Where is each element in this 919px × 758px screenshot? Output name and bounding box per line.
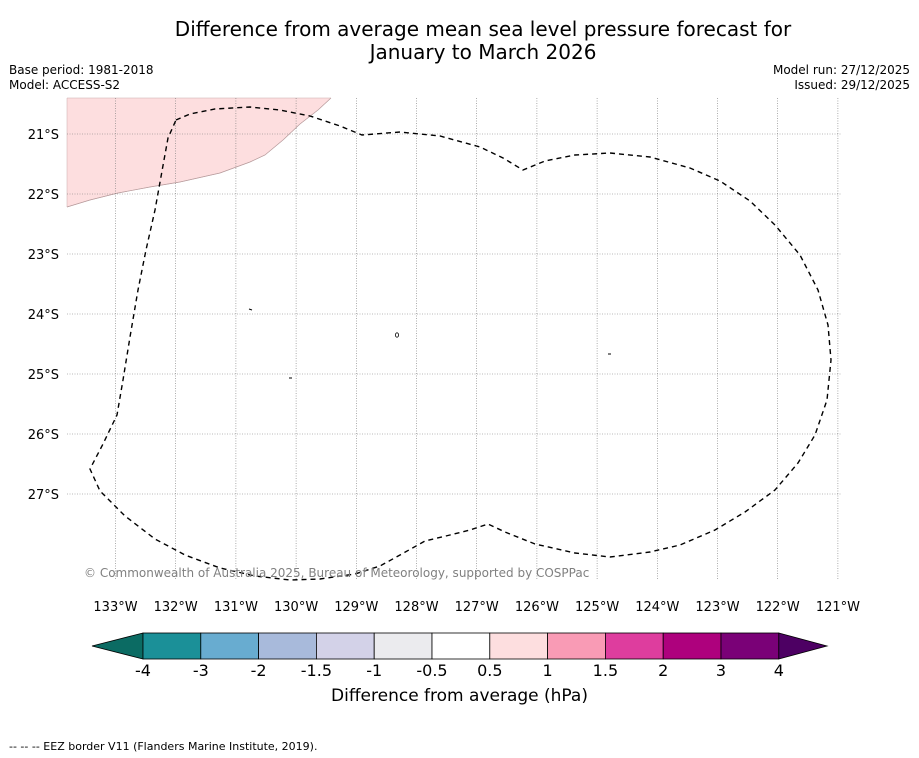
latitude-tick-label: 26°S xyxy=(28,428,59,443)
longitude-tick-label: 133°W xyxy=(93,600,137,615)
latitude-tick-label: 27°S xyxy=(28,488,59,503)
colorbar-segment xyxy=(720,632,780,660)
title-line-2: January to March 2026 xyxy=(369,40,597,64)
longitude-tick-label: 126°W xyxy=(515,600,559,615)
colorbar-segment xyxy=(489,632,548,660)
longitude-tick-label: 124°W xyxy=(635,600,679,615)
latitude-tick-label: 23°S xyxy=(28,248,59,263)
base-period: Base period: 1981-2018 xyxy=(9,63,154,77)
latitude-gridlines xyxy=(67,133,842,495)
meta-right: Model run: 27/12/2025 Issued: 29/12/2025 xyxy=(773,63,910,93)
model-name: Model: ACCESS-S2 xyxy=(9,78,121,92)
anomaly-region-0.5-to-1 xyxy=(66,97,332,208)
longitude-tick-label: 131°W xyxy=(214,600,258,615)
meta-left: Base period: 1981-2018 Model: ACCESS-S2 xyxy=(9,63,154,93)
colorbar-tick-label: -1.5 xyxy=(301,661,332,680)
latitude-labels: 21°S 22°S 23°S 24°S 25°S 26°S 27°S xyxy=(28,128,59,503)
colorbar-segment xyxy=(200,632,260,660)
colorbar-tick-label: 1 xyxy=(543,661,553,680)
longitude-tick-label: 129°W xyxy=(334,600,378,615)
colorbar xyxy=(91,632,829,660)
latitude-tick-label: 22°S xyxy=(28,188,59,203)
longitude-gridlines xyxy=(115,98,839,580)
colorbar-tick-label: 0.5 xyxy=(477,661,502,680)
anomaly-region-edge xyxy=(66,97,332,208)
longitude-tick-label: 122°W xyxy=(756,600,800,615)
colorbar-tick-label: -3 xyxy=(193,661,209,680)
longitude-tick-label: 128°W xyxy=(394,600,438,615)
colorbar-tick-labels: -4 -3 -2 -1.5 -1 -0.5 0.5 1 1.5 2 3 4 xyxy=(135,661,784,680)
map-title: Difference from average mean sea level p… xyxy=(0,18,919,64)
colorbar-title: Difference from average (hPa) xyxy=(331,686,588,706)
longitude-tick-label: 132°W xyxy=(154,600,198,615)
colorbar-segment xyxy=(547,632,606,660)
longitude-labels: 133°W 132°W 131°W 130°W 129°W 128°W 127°W 126°W… xyxy=(93,600,860,615)
latitude-tick-label: 25°S xyxy=(28,368,59,383)
longitude-tick-label: 125°W xyxy=(575,600,619,615)
title-line-1: Difference from average mean sea level p… xyxy=(174,17,792,41)
colorbar-segment xyxy=(431,632,491,660)
colorbar-segment xyxy=(605,632,664,660)
latitude-tick-label: 21°S xyxy=(28,128,59,143)
colorbar-tick-label: 2 xyxy=(658,661,668,680)
island-marker xyxy=(248,308,253,311)
longitude-tick-label: 130°W xyxy=(274,600,318,615)
colorbar-tick-label: -4 xyxy=(135,661,151,680)
colorbar-tick-label: -0.5 xyxy=(416,661,447,680)
colorbar-over-arrow xyxy=(778,632,829,660)
colorbar-segment xyxy=(315,632,375,660)
model-run-date: Model run: 27/12/2025 xyxy=(772,63,910,77)
latitude-tick-label: 24°S xyxy=(28,308,59,323)
issued-date: Issued: 29/12/2025 xyxy=(794,78,910,92)
colorbar-tick-label: 3 xyxy=(716,661,726,680)
eez-border xyxy=(89,106,832,581)
colorbar-tick-label: 4 xyxy=(774,661,784,680)
longitude-tick-label: 127°W xyxy=(455,600,499,615)
colorbar-segment xyxy=(373,632,433,660)
colorbar-tick-label: 1.5 xyxy=(593,661,618,680)
colorbar-tick-label: -1 xyxy=(366,661,382,680)
colorbar-segment xyxy=(142,632,202,660)
colorbar-tick-label: -2 xyxy=(251,661,267,680)
colorbar-under-arrow xyxy=(91,632,144,660)
copyright-notice: © Commonwealth of Australia 2025, Bureau… xyxy=(84,566,589,580)
colorbar-segment xyxy=(662,632,722,660)
island-marker xyxy=(394,332,399,338)
colorbar-segment xyxy=(258,632,317,660)
eez-legend-note: -- -- -- EEZ border V11 (Flanders Marine… xyxy=(9,740,318,753)
longitude-tick-label: 123°W xyxy=(695,600,739,615)
longitude-tick-label: 121°W xyxy=(816,600,860,615)
